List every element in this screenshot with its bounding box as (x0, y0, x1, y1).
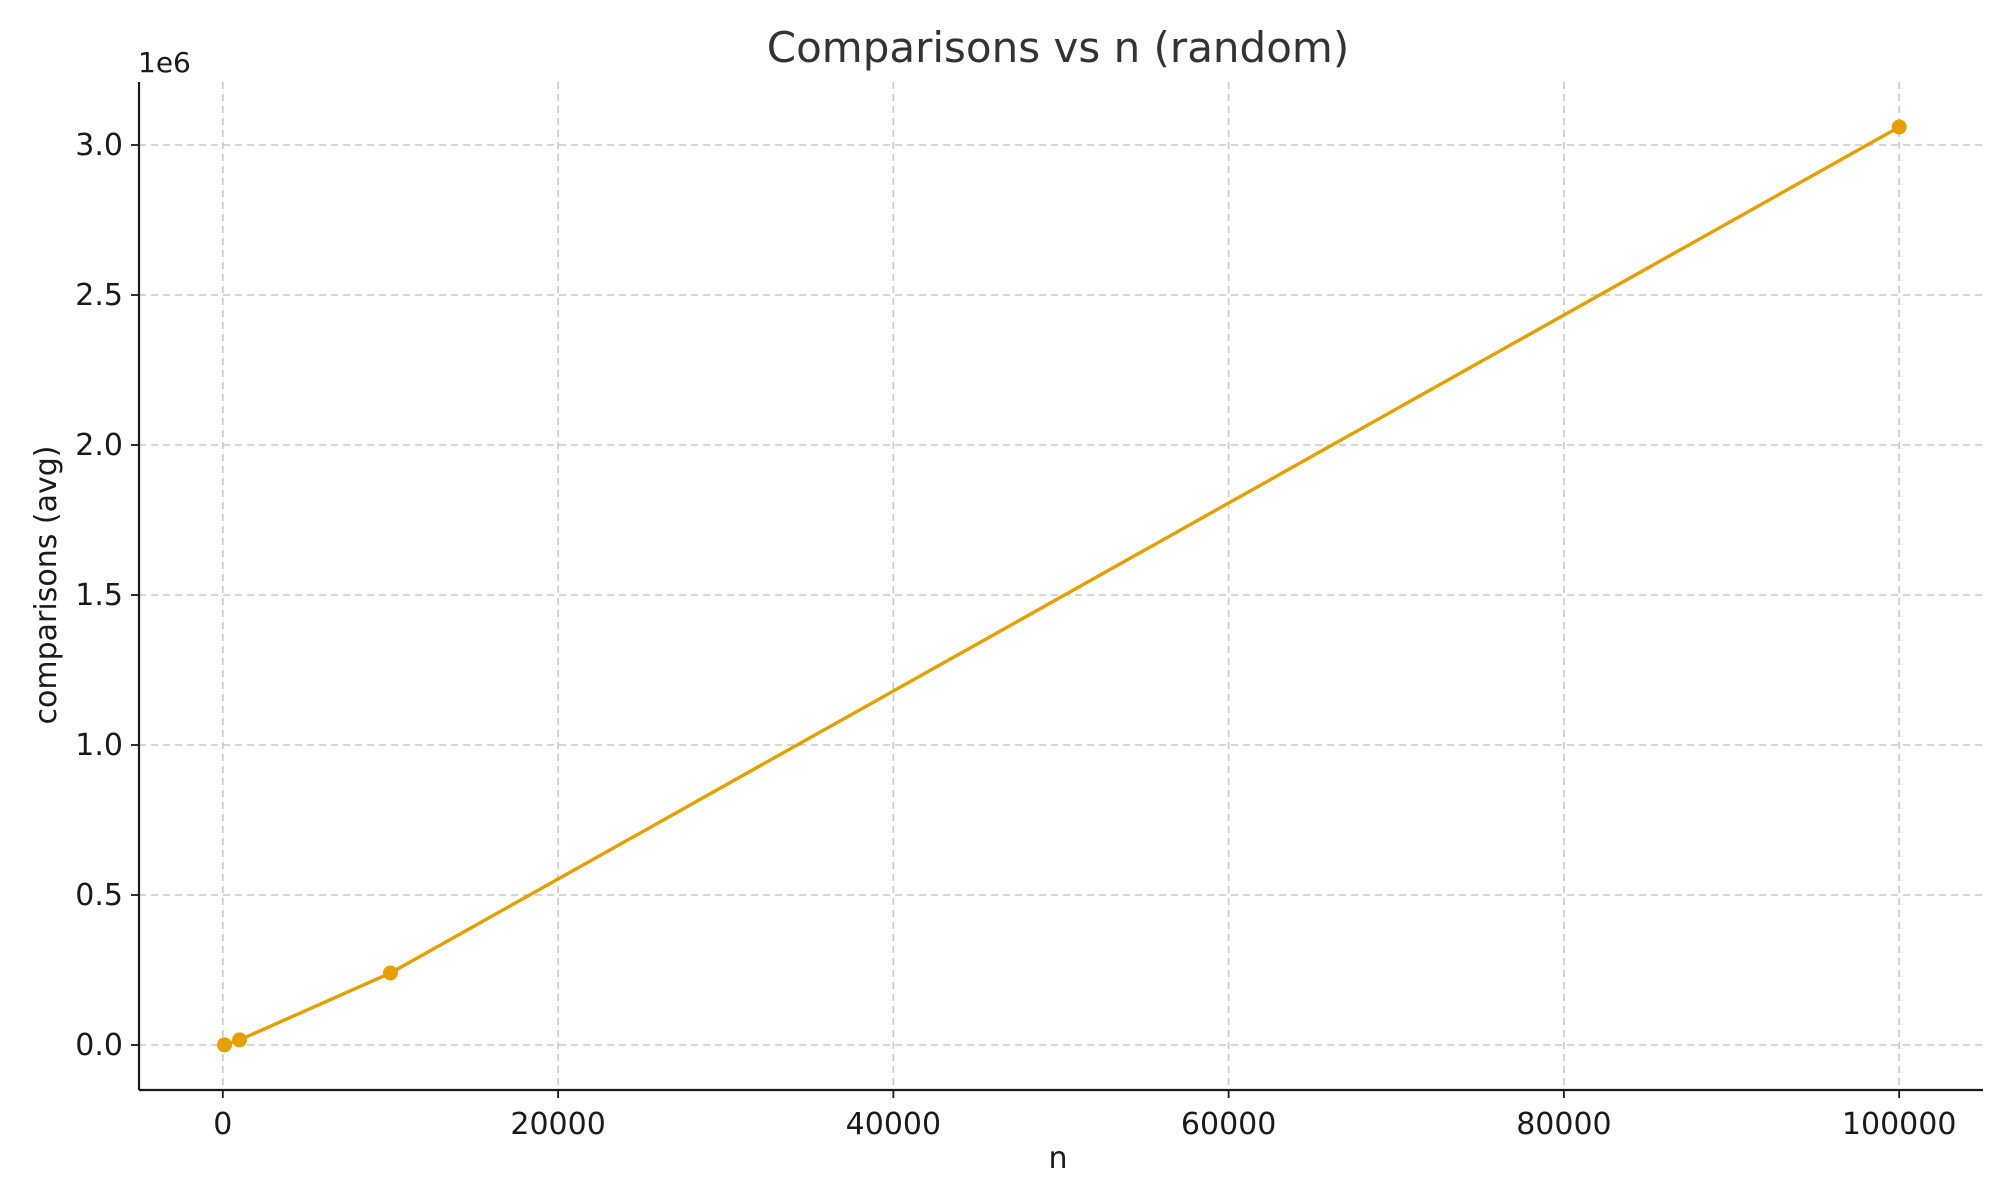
y-tick-label: 1.5 (75, 578, 123, 613)
y-axis-offset-label: 1e6 (138, 46, 191, 79)
series-line (223, 125, 1901, 1047)
y-tick-label: 3.0 (75, 128, 123, 163)
x-tick-label: 0 (213, 1107, 232, 1142)
x-tick-labels: 0 20000 40000 60000 80000 100000 (213, 1090, 1956, 1142)
chart-title: Comparisons vs n (random) (767, 23, 1349, 72)
axes (137, 82, 1983, 1092)
x-tick-label: 40000 (846, 1107, 941, 1142)
series (216, 119, 1907, 1053)
data-point (232, 1032, 248, 1048)
x-tick-label: 100000 (1842, 1107, 1957, 1142)
grid-lines (139, 82, 1983, 1090)
y-tick-label: 2.0 (75, 428, 123, 463)
y-tick-label: 2.5 (75, 278, 123, 313)
x-tick-label: 20000 (510, 1107, 605, 1142)
x-axis-label: n (1048, 1141, 1067, 1176)
x-tick-label: 80000 (1516, 1107, 1611, 1142)
data-point (1891, 119, 1907, 135)
y-tick-labels: 0.0 0.5 1.0 1.5 2.0 2.5 3.0 (75, 128, 139, 1063)
y-tick-label: 0.0 (75, 1028, 123, 1063)
x-tick-label: 60000 (1181, 1107, 1276, 1142)
y-tick-label: 0.5 (75, 878, 123, 913)
data-point (216, 1037, 232, 1053)
y-tick-label: 1.0 (75, 728, 123, 763)
y-axis-label: comparisons (avg) (29, 446, 64, 725)
data-point (382, 965, 398, 981)
